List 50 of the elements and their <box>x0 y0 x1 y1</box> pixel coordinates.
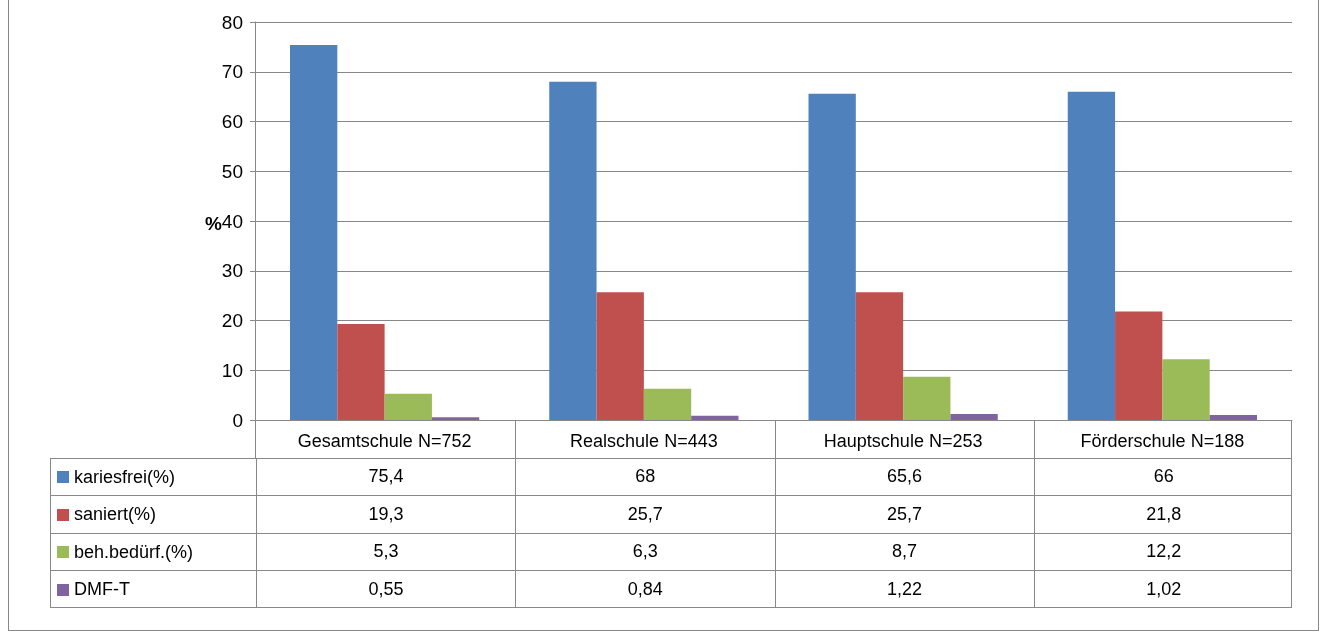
bar <box>431 417 480 420</box>
data-label: 25,7 <box>774 496 1034 533</box>
y-tick-label: 30 <box>221 260 243 282</box>
legend-label: saniert(%) <box>74 504 157 526</box>
x-tick-label: Gesamtschule N=752 <box>297 431 472 451</box>
legend-label: DMF-T <box>74 579 130 601</box>
y-tick-label: 50 <box>221 160 243 182</box>
bar <box>290 44 338 420</box>
legend-label: kariesfrei(%) <box>74 466 176 488</box>
data-label: 0,55 <box>256 571 516 608</box>
bar <box>1162 359 1210 420</box>
y-tick-label: 70 <box>221 61 243 83</box>
data-label: 25,7 <box>515 496 775 533</box>
data-label: 1,02 <box>1033 571 1293 608</box>
y-tick-label: 40 <box>221 210 243 232</box>
data-label: 65,6 <box>774 458 1034 495</box>
x-tick-label: Förderschule N=188 <box>1080 431 1245 451</box>
data-label: 8,7 <box>774 533 1034 570</box>
y-axis-title: % <box>205 213 222 235</box>
y-tick-label: 10 <box>221 359 243 381</box>
data-label: 75,4 <box>256 458 516 495</box>
bar <box>855 292 904 420</box>
legend-label: beh.bedürf.(%) <box>74 541 194 563</box>
data-label: 68 <box>515 458 775 495</box>
data-label: 12,2 <box>1033 533 1293 570</box>
data-label: 0,84 <box>515 571 775 608</box>
x-tick-label: Realschule N=443 <box>570 431 718 451</box>
data-label: 66 <box>1033 458 1293 495</box>
bar <box>596 292 644 420</box>
data-label: 5,3 <box>256 533 516 570</box>
y-tick-label: 80 <box>221 11 243 33</box>
bar <box>691 415 739 420</box>
bar <box>643 388 692 420</box>
y-tick-label: 0 <box>232 409 243 431</box>
bar <box>808 93 856 420</box>
bar <box>384 393 432 420</box>
y-tick-label: 20 <box>221 310 243 331</box>
data-label: 1,22 <box>774 571 1034 608</box>
bar <box>903 376 951 420</box>
bar <box>1115 311 1163 420</box>
bar <box>1067 91 1116 420</box>
x-tick-label: Hauptschule N=253 <box>823 431 983 451</box>
bar <box>549 81 597 420</box>
data-label: 6,3 <box>515 533 775 570</box>
y-tick-label: 60 <box>221 111 243 132</box>
bar <box>950 413 998 420</box>
data-label: 19,3 <box>256 496 516 533</box>
bar <box>1209 414 1257 420</box>
data-label: 21,8 <box>1033 496 1293 533</box>
bar <box>337 323 385 420</box>
